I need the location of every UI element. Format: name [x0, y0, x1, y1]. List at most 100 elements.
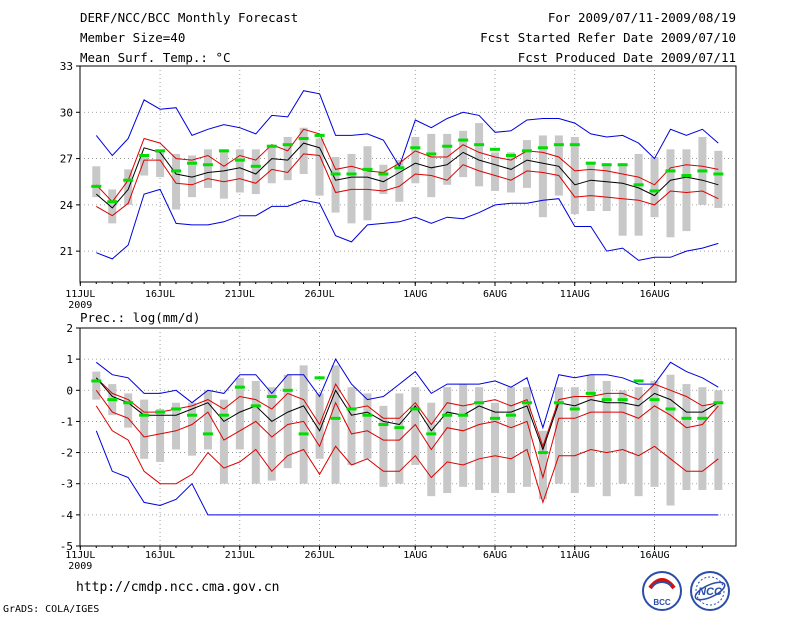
- observed-mark: [713, 401, 724, 405]
- header-left: DERF/NCC/BCC Monthly Forecast Member Size…: [80, 8, 298, 68]
- x-tick-label: 21JUL: [225, 550, 255, 561]
- box-bar: [172, 402, 181, 450]
- box-bar: [475, 123, 484, 187]
- observed-mark: [107, 200, 118, 204]
- bcc-logo: BCC: [642, 571, 682, 611]
- observed-mark: [330, 416, 341, 420]
- observed-mark: [378, 172, 389, 176]
- y-tick-label: 24: [60, 199, 74, 212]
- observed-mark: [314, 376, 325, 380]
- box-bar: [92, 371, 101, 400]
- box-bar: [522, 140, 531, 188]
- observed-mark: [426, 432, 437, 436]
- observed-mark: [91, 184, 102, 188]
- header-right: For 2009/07/11-2009/08/19 Fcst Started Re…: [480, 8, 736, 68]
- box-bar: [682, 149, 691, 232]
- forecast-period: For 2009/07/11-2009/08/19: [547, 10, 736, 25]
- observed-mark: [282, 143, 293, 147]
- x-tick-label: 1AUG: [403, 289, 427, 300]
- plot-frame: [79, 327, 737, 547]
- observed-mark: [458, 138, 469, 142]
- box-bar: [347, 153, 356, 224]
- observed-mark: [697, 416, 708, 420]
- footer-url[interactable]: http://cmdp.ncc.cma.gov.cn: [76, 580, 280, 595]
- observed-mark: [665, 407, 676, 411]
- y-tick-label: -2: [60, 447, 73, 460]
- box-bar: [538, 135, 547, 218]
- box-bar: [140, 399, 149, 459]
- x-tick-label: 26JUL: [304, 550, 334, 561]
- box-bar: [315, 138, 324, 196]
- box-bar: [203, 149, 212, 188]
- plot-frame: [79, 65, 737, 283]
- box-bar: [299, 365, 308, 484]
- bcc-logo-text: BCC: [653, 598, 671, 607]
- observed-mark: [250, 164, 261, 168]
- box-bar: [219, 149, 228, 199]
- box-bar: [666, 149, 675, 238]
- box-bar: [602, 380, 611, 497]
- box-bar: [459, 130, 468, 178]
- box-bar: [299, 127, 308, 174]
- y-tick-label: -4: [60, 509, 74, 522]
- box-bar: [379, 405, 388, 487]
- observed-mark: [187, 161, 197, 165]
- observed-mark: [234, 158, 245, 162]
- y-tick-label: 30: [60, 106, 73, 119]
- x-tick-label: 6AUG: [483, 550, 507, 561]
- observed-mark: [234, 385, 245, 389]
- agency-logos: BCC NCC: [642, 571, 730, 611]
- observed-mark: [394, 426, 405, 430]
- series-mean-line: [95, 377, 719, 452]
- box-bar: [554, 135, 563, 196]
- box-bar: [586, 374, 595, 487]
- observed-mark: [649, 398, 660, 402]
- observed-mark: [218, 413, 229, 417]
- observed-mark: [426, 152, 437, 156]
- box-bar: [586, 161, 595, 212]
- observed-mark: [362, 413, 373, 417]
- box-bar: [235, 377, 244, 450]
- box-bar: [634, 387, 643, 497]
- box-bar: [283, 136, 292, 181]
- x-tick-label: 11JUL: [65, 550, 95, 561]
- x-tick-label: 11JUL: [65, 289, 95, 300]
- series-p10-line: [96, 153, 719, 217]
- box-bar: [363, 393, 372, 459]
- box-bar: [267, 387, 276, 481]
- panel-temperature: 21 24 27 30 33 11JUL 16JUL 21JUL 26JUL 1AUG 6AUG 11…: [60, 60, 737, 311]
- series-p10-line: [95, 390, 719, 480]
- observed-mark: [569, 407, 580, 411]
- observed-mark: [537, 451, 548, 455]
- box-bar: [427, 133, 436, 198]
- observed-mark: [394, 166, 405, 170]
- box-bar: [570, 136, 579, 215]
- observed-mark: [649, 189, 660, 193]
- box-bar: [235, 149, 244, 193]
- x-tick-label: 16AUG: [639, 289, 669, 300]
- x-tick-label: 26JUL: [304, 289, 334, 300]
- member-size: Member Size=40: [80, 30, 186, 45]
- observed-mark: [346, 172, 357, 176]
- box-bar: [363, 146, 372, 221]
- series-mean-line: [95, 142, 719, 209]
- observed-mark: [569, 143, 580, 147]
- box-bar: [331, 157, 340, 213]
- observed-mark: [410, 407, 421, 411]
- box-bar: [347, 387, 356, 466]
- observed-mark: [665, 169, 676, 173]
- observed-mark: [442, 413, 453, 417]
- box-bar: [251, 149, 260, 195]
- series-p10-low-line: [95, 405, 719, 505]
- observed-mark: [155, 410, 166, 414]
- observed-mark: [585, 391, 596, 395]
- chart-title: DERF/NCC/BCC Monthly Forecast: [80, 10, 299, 25]
- box-bar: [124, 169, 133, 205]
- box-bar: [411, 136, 420, 184]
- box-bar: [570, 387, 579, 494]
- observed-mark: [633, 379, 644, 383]
- observed-mark: [458, 413, 469, 417]
- box-bar: [92, 166, 101, 198]
- observed-mark: [633, 183, 644, 187]
